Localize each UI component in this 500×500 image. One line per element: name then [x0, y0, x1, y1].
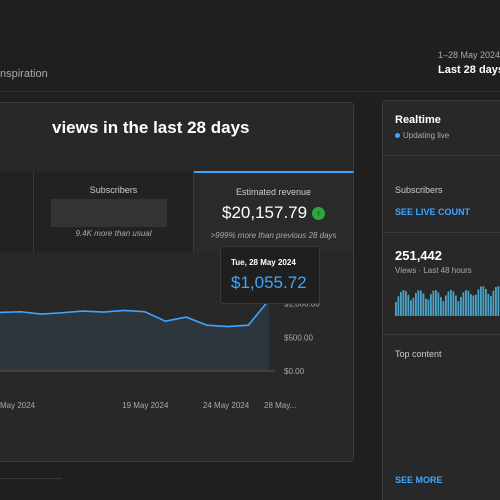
metric-tabs: Subscribers 9.4K more than usual Estimat…: [0, 171, 354, 253]
date-range-picker[interactable]: 1–28 May 2024 Last 28 days: [438, 50, 500, 76]
realtime-bar: [405, 291, 407, 316]
realtime-bar: [475, 294, 477, 316]
y-tick-label: $1,000.00: [284, 300, 320, 309]
x-tick-label: 19 May 2024: [122, 401, 169, 410]
chart-area: [0, 299, 269, 371]
realtime-bar: [422, 293, 425, 316]
metric-tab-partial[interactable]: [0, 171, 34, 253]
realtime-views-label: Views · Last 48 hours: [395, 266, 472, 275]
metric-value: $20,157.79: [222, 203, 308, 222]
realtime-bar: [425, 298, 427, 316]
realtime-bar: [402, 290, 405, 316]
top-bar: nspiration 1–28 May 2024 Last 28 days: [0, 0, 500, 92]
realtime-bar: [407, 294, 410, 316]
date-range-dates: 1–28 May 2024: [438, 50, 500, 60]
chart-series-line: [0, 299, 270, 328]
realtime-bar: [395, 302, 397, 316]
realtime-bar: [417, 290, 420, 316]
metric-label: Estimated revenue: [235, 187, 312, 197]
arrow-up-icon: ↑: [312, 207, 325, 220]
realtime-views-value: 251,442: [395, 248, 442, 263]
revenue-chart: $0.00 $500.00 $1,000.00 May 2024 19 May 2024…: [0, 296, 320, 410]
realtime-bar: [427, 299, 430, 316]
realtime-bar: [460, 296, 462, 316]
realtime-bar: [470, 294, 472, 316]
realtime-bar: [472, 295, 475, 316]
realtime-bar: [490, 296, 492, 316]
metric-note: >999% more than previous 28 days: [210, 231, 337, 240]
realtime-bar: [485, 288, 487, 316]
metric-note: 9.4K more than usual: [75, 229, 152, 238]
live-dot-icon: [395, 133, 400, 139]
realtime-title: Realtime: [395, 114, 441, 126]
y-tick-label: $500.00: [284, 333, 313, 342]
realtime-bar: [482, 286, 485, 316]
top-content-label: Top content: [395, 349, 442, 359]
realtime-bar: [432, 290, 435, 316]
chart-tooltip: Tue, 28 May 2024 $1,055.72: [220, 246, 320, 304]
realtime-views-bars: [395, 286, 500, 316]
tooltip-value: $1,055.72: [231, 273, 307, 292]
tooltip-date: Tue, 28 May 2024: [231, 258, 296, 267]
realtime-bar: [412, 297, 415, 316]
realtime-bar: [495, 287, 497, 316]
x-tick-label: May 2024: [0, 401, 36, 410]
realtime-bar: [465, 290, 467, 316]
realtime-bar: [445, 295, 447, 316]
y-tick-label: $0.00: [284, 367, 305, 376]
realtime-bar: [457, 301, 460, 316]
realtime-bar: [435, 290, 437, 316]
metric-value-placeholder: [51, 199, 167, 227]
realtime-bar: [487, 293, 490, 316]
see-live-count-link[interactable]: SEE LIVE COUNT: [395, 207, 471, 217]
realtime-bar: [437, 292, 440, 316]
channel-name: nspiration: [0, 68, 48, 80]
realtime-bar: [410, 300, 412, 316]
realtime-bar: [430, 294, 432, 316]
divider: [382, 155, 500, 156]
metric-tab-subscribers[interactable]: Subscribers 9.4K more than usual: [34, 171, 194, 253]
realtime-bar: [440, 297, 442, 316]
realtime-bar: [467, 290, 470, 316]
realtime-bar: [452, 291, 455, 316]
see-more-link[interactable]: SEE MORE: [395, 475, 443, 485]
realtime-status-text: Updating live: [403, 131, 450, 140]
realtime-bar: [442, 301, 445, 316]
realtime-bar: [497, 286, 500, 316]
realtime-bar: [455, 295, 457, 316]
realtime-bar: [462, 292, 465, 316]
realtime-bar: [397, 296, 400, 316]
metric-label: Subscribers: [89, 185, 138, 195]
realtime-bar: [447, 291, 450, 316]
realtime-bar: [400, 291, 402, 316]
realtime-bar: [420, 290, 422, 316]
realtime-bar: [480, 286, 482, 316]
page-title: views in the last 28 days: [52, 118, 250, 137]
metric-tab-estimated-revenue[interactable]: Estimated revenue $20,157.79 ↑ >999% mor…: [194, 171, 354, 253]
x-tick-label: 28 May...: [264, 401, 296, 410]
date-range-label: Last 28 days: [438, 64, 500, 76]
divider: [0, 478, 62, 479]
divider: [382, 334, 500, 335]
realtime-subscribers-label: Subscribers: [395, 185, 443, 195]
realtime-bar: [477, 289, 480, 316]
x-tick-label: 24 May 2024: [203, 401, 250, 410]
realtime-bar: [415, 292, 417, 316]
divider: [382, 232, 500, 233]
realtime-bar: [492, 290, 495, 316]
realtime-bar: [450, 290, 452, 316]
realtime-status: Updating live: [395, 131, 449, 140]
